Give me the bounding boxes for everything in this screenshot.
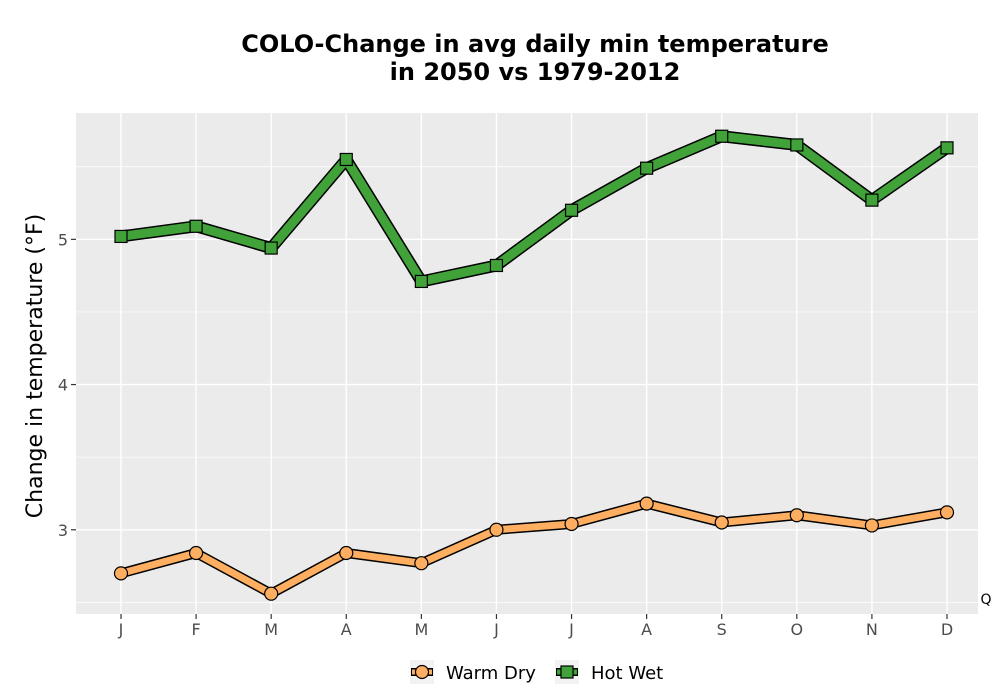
corner-label: Q [980,592,991,608]
y-tick-label: 4 [58,376,68,395]
data-point-square [564,203,579,217]
plot-panel [76,113,978,614]
chart-title-line-2: in 2050 vs 1979-2012 [389,58,681,86]
legend-key-square [560,665,574,679]
data-point-square [414,274,428,289]
x-tick-label: J [493,620,499,639]
y-axis-label: Change in temperature (°F) [23,214,48,518]
y-tick-label: 5 [58,230,68,249]
data-point-circle [714,515,729,530]
chart-title: COLO-Change in avg daily min temperature… [0,30,1000,86]
series-line [116,131,952,286]
data-point-square [790,138,804,152]
series-hot-wet [114,129,954,289]
y-axis: 3 4 5 [58,230,76,540]
data-point-circle [339,545,354,561]
legend-label: Hot Wet [591,663,663,684]
x-tick-label: F [191,620,200,639]
data-point-circle [489,522,504,537]
series-warm-dry [113,496,955,601]
x-tick-label: J [568,620,574,639]
x-tick-label: A [641,620,652,639]
x-tick-label: J [118,620,124,639]
data-point-square [339,152,353,167]
legend-item-warm-dry: Warm Dry [410,660,536,684]
data-point-circle [188,545,204,561]
data-point-square [715,129,729,143]
data-point-circle [789,508,804,523]
chart-title-line-1: COLO-Change in avg daily min temperature [241,30,829,58]
data-point-square [264,241,278,255]
series-layer [113,129,955,601]
legend-item-hot-wet: Hot Wet [555,660,663,684]
legend-key-circle [414,664,430,680]
x-tick-label: S [717,620,727,639]
data-point-square [189,219,203,233]
data-point-square [640,161,654,175]
data-point-circle [939,505,955,520]
x-tick-label: O [791,620,804,639]
series-line [117,500,951,598]
data-point-circle [639,496,654,511]
data-point-circle [414,556,429,571]
data-point-square [865,193,879,207]
data-point-circle [264,586,279,601]
x-tick-label: M [264,620,278,639]
data-point-circle [564,516,579,532]
legend-label: Warm Dry [446,663,536,684]
data-point-square [489,258,504,273]
data-point-circle [864,518,880,533]
data-point-circle [113,566,129,581]
x-tick-label: M [414,620,428,639]
data-point-square [940,141,954,155]
legend: Warm Dry Hot Wet [410,660,663,684]
x-tick-label: D [941,620,953,639]
x-tick-label: A [341,620,352,639]
y-tick-label: 3 [58,521,68,540]
data-point-square [114,229,128,244]
x-tick-label: N [866,620,878,639]
